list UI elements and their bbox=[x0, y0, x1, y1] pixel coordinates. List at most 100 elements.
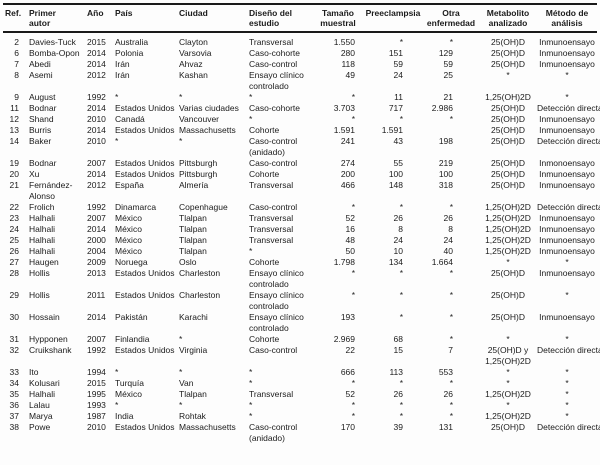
cell: Halhali bbox=[29, 235, 55, 245]
cell: * bbox=[351, 114, 355, 124]
col-header-7: Tamaño muestral bbox=[313, 4, 363, 33]
table-row: 34 Kolusari 2015 Turquía Van * * * * * * bbox=[3, 378, 597, 389]
cell: 2014 bbox=[87, 103, 106, 113]
cell: * bbox=[449, 114, 453, 124]
cell: Vancouver bbox=[179, 114, 220, 124]
table-row: 36 Lalau 1993 * * * * * * * * bbox=[3, 400, 597, 411]
cell: México bbox=[115, 224, 142, 234]
col-header-9: Otra enfermedad bbox=[423, 4, 479, 33]
cell: 200 bbox=[340, 169, 355, 179]
col-header-label: País bbox=[115, 8, 133, 18]
table-row: 27 Haugen 2009 Noruega Oslo Cohorte 1.798 134 1.… bbox=[3, 257, 597, 268]
cell: Caso-control bbox=[249, 158, 298, 168]
cell: * bbox=[565, 92, 569, 102]
cell: 26 bbox=[443, 389, 453, 399]
table-row: 20 Xu 2014 Estados Unidos Pittsburgh Cohorte 2… bbox=[3, 169, 597, 180]
col-header-label: Año bbox=[87, 8, 104, 18]
cell: Charleston bbox=[179, 290, 221, 300]
cell: 49 bbox=[345, 70, 355, 80]
cell: Turquía bbox=[115, 378, 144, 388]
cell: 148 bbox=[388, 180, 403, 190]
cell: Inmunoensayo bbox=[539, 312, 595, 322]
cell: 2013 bbox=[87, 268, 106, 278]
cell: Caso-cohorte bbox=[249, 103, 301, 113]
cell: 52 bbox=[345, 213, 355, 223]
cell: Caso-cohorte bbox=[249, 48, 301, 58]
cell: Detección directa bbox=[537, 422, 600, 432]
table-row: 8 Asemi 2012 Irán Kashan Ensayo clínico contr… bbox=[3, 70, 597, 92]
cell: 280 bbox=[340, 48, 355, 58]
cell: Lalau bbox=[29, 400, 50, 410]
cell: 38 bbox=[9, 422, 19, 432]
cell: 26 bbox=[9, 246, 19, 256]
cell: * bbox=[351, 92, 355, 102]
cell bbox=[423, 125, 479, 136]
cell: 24 bbox=[393, 70, 403, 80]
cell: * bbox=[351, 400, 355, 410]
cell: Bodnar bbox=[29, 103, 57, 113]
cell: 34 bbox=[9, 378, 19, 388]
cell: 26 bbox=[443, 213, 453, 223]
cell: 11 bbox=[394, 92, 403, 102]
cell: 129 bbox=[438, 48, 453, 58]
cell: 118 bbox=[341, 59, 355, 69]
cell: Australia bbox=[115, 37, 149, 47]
cell: 25(OH)D bbox=[490, 180, 525, 190]
cell: Inmunoensayo bbox=[539, 268, 595, 278]
cell: Tlalpan bbox=[179, 213, 207, 223]
cell: 16 bbox=[345, 224, 355, 234]
cell: * bbox=[351, 202, 355, 212]
cell: * bbox=[449, 334, 453, 344]
cell: Ensayo clínico controlado bbox=[249, 290, 304, 311]
cell: 3.703 bbox=[333, 103, 355, 113]
cell: Caso-control bbox=[249, 345, 298, 355]
cell: Noruega bbox=[115, 257, 148, 267]
cell: Irán bbox=[115, 70, 130, 80]
cell: Frolich bbox=[29, 202, 55, 212]
cell: 2.986 bbox=[431, 103, 453, 113]
col-header-label: Ciudad bbox=[179, 8, 208, 18]
cell: * bbox=[399, 290, 403, 300]
header-row: Ref. Primer autor Año País Ciudad Diseño del … bbox=[3, 4, 597, 33]
cell: Inmunoensayo bbox=[539, 213, 595, 223]
col-header-label: Ref. bbox=[5, 8, 22, 18]
cell: Tlalpan bbox=[179, 389, 207, 399]
cell: 1.550 bbox=[333, 37, 355, 47]
cell: Polonia bbox=[115, 48, 144, 58]
col-header-label: Preeclampsia bbox=[365, 8, 421, 18]
cell: Almería bbox=[179, 180, 209, 190]
cell: * bbox=[179, 367, 183, 377]
cell: 23 bbox=[9, 213, 19, 223]
cell: 24 bbox=[9, 224, 19, 234]
cell: 2007 bbox=[87, 334, 106, 344]
cell: Kolusari bbox=[29, 378, 60, 388]
cell: 8 bbox=[398, 224, 403, 234]
cell: 25(OH)D bbox=[490, 48, 525, 58]
cell: Massachusetts bbox=[179, 125, 236, 135]
cell: * bbox=[351, 290, 355, 300]
cell: * bbox=[115, 136, 119, 146]
table-row: 23 Halhali 2007 México Tlalpan Transversal 52 2… bbox=[3, 213, 597, 224]
cell: 2015 bbox=[87, 37, 106, 47]
cell: Inmunoensayo bbox=[539, 48, 595, 58]
table-row: 6 Bomba-Opon 2014 Polonia Varsovia Caso-cohor… bbox=[3, 48, 597, 59]
cell: 32 bbox=[9, 345, 19, 355]
cell: Transversal bbox=[249, 213, 294, 223]
cell: * bbox=[565, 367, 569, 377]
cell: 318 bbox=[438, 180, 453, 190]
cell: Hollis bbox=[29, 290, 50, 300]
cell: * bbox=[399, 411, 403, 421]
cell: 1.664 bbox=[431, 257, 453, 267]
cell: Pakistán bbox=[115, 312, 148, 322]
cell: Caso-control (anidado) bbox=[249, 136, 298, 157]
cell: 666 bbox=[340, 367, 355, 377]
cell: Halhali bbox=[29, 389, 55, 399]
table-row: 11 Bodnar 2014 Estados Unidos Varias ciudade… bbox=[3, 103, 600, 114]
cell: * bbox=[449, 411, 453, 421]
cell: Charleston bbox=[179, 268, 221, 278]
cell: 1,25(OH)2D bbox=[485, 235, 531, 245]
table-row: 28 Hollis 2013 Estados Unidos Charleston Ensa… bbox=[3, 268, 597, 290]
table-row: 30 Hossain 2014 Pakistán Karachi Ensayo clíni… bbox=[3, 312, 597, 334]
cell: 19 bbox=[9, 158, 19, 168]
table-row: 9 August 1992 * * * * 11 21 1,25(OH)2D * bbox=[3, 92, 597, 103]
